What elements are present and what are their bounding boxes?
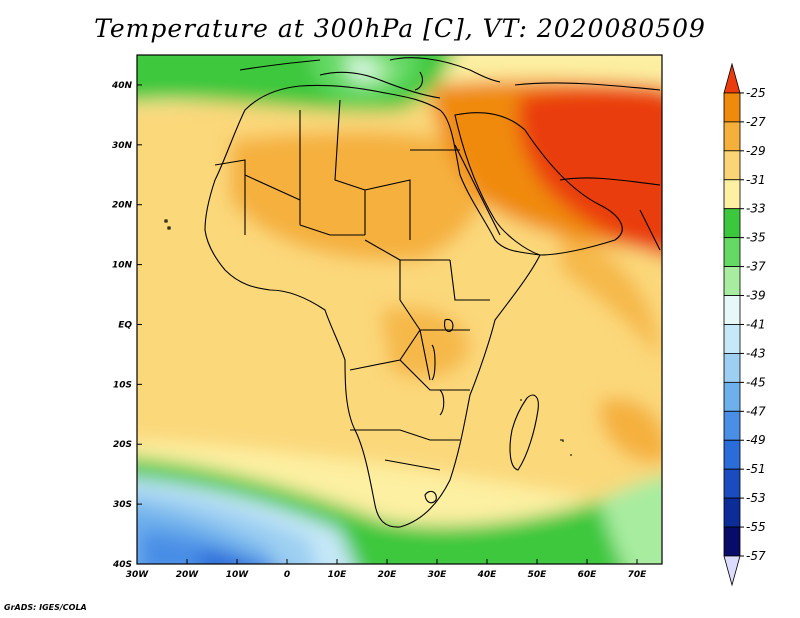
y-tick-label: 10S xyxy=(113,380,132,390)
colorbar-end-triangle xyxy=(723,555,741,587)
x-axis: 30W 20W 10W 0 10E 20E 30E 40E 50E 60E 70E xyxy=(126,559,647,580)
colorbar-label: -53 xyxy=(746,491,766,505)
colorbar-label: -29 xyxy=(746,144,766,158)
colorbar-swatch xyxy=(723,324,741,354)
x-tick-label: 30W xyxy=(126,570,150,580)
y-tick-label: EQ xyxy=(118,320,132,330)
colorbar-swatch xyxy=(723,92,741,123)
colorbar-label: -37 xyxy=(746,260,766,274)
colorbar-label: -41 xyxy=(746,317,766,331)
colorbar-swatch xyxy=(723,179,741,210)
colorbar-swatch xyxy=(723,439,741,470)
colorbar-swatch xyxy=(723,121,741,152)
coastlines xyxy=(164,57,661,528)
x-tick-label: 60E xyxy=(578,570,598,580)
y-tick-label: 40S xyxy=(112,560,132,570)
plot-frame xyxy=(136,54,663,565)
temperature-field xyxy=(137,55,662,564)
colorbar-label: -47 xyxy=(746,404,766,418)
colorbar-label: -49 xyxy=(746,433,766,447)
x-tick-label: 50E xyxy=(528,570,548,580)
colorbar: -25 -27 -29 -31 -33 -35 -37 -39 -41 -43 -45 -47 -49 -… xyxy=(723,62,766,587)
colorbar-label: -27 xyxy=(746,115,766,129)
colorbar-swatch xyxy=(723,468,741,499)
colorbar-swatch xyxy=(723,295,741,325)
colorbar-label: -43 xyxy=(746,346,766,360)
colorbar-swatch xyxy=(723,62,741,94)
colorbar-swatch xyxy=(723,410,741,441)
y-tick-label: 20S xyxy=(113,440,132,450)
colorbar-label: -55 xyxy=(746,520,766,534)
colorbar-swatch xyxy=(723,526,741,557)
x-tick-label: 30E xyxy=(428,570,448,580)
colorbar-swatch xyxy=(723,237,741,267)
colorbar-swatch xyxy=(723,150,741,181)
y-tick-label: 40N xyxy=(111,81,133,91)
colorbar-label: -45 xyxy=(746,375,766,389)
colorbar-label: -25 xyxy=(746,86,766,100)
colorbar-swatch xyxy=(723,208,741,239)
colorbar-label: -33 xyxy=(746,202,766,216)
colorbar-swatch xyxy=(723,266,741,296)
y-tick-label: 20N xyxy=(112,201,133,211)
credit-label: GrADS: IGES/COLA xyxy=(4,603,87,612)
x-tick-label: 20W xyxy=(176,570,200,580)
x-tick-label: 70E xyxy=(628,570,648,580)
colorbar-swatch xyxy=(723,353,741,383)
x-tick-label: 10W xyxy=(226,570,250,580)
y-tick-label: 30S xyxy=(113,500,132,510)
colorbar-label: -57 xyxy=(746,549,766,563)
map-title: Temperature at 300hPa [C], VT: 202008050… xyxy=(94,14,706,43)
x-tick-label: 40E xyxy=(477,570,498,580)
y-axis: 40N 30N 20N 10N EQ 10S 20S 30S 40S xyxy=(111,81,142,570)
x-tick-label: 0 xyxy=(284,570,290,580)
colorbar-label: -31 xyxy=(746,173,766,187)
y-tick-label: 30N xyxy=(112,141,133,151)
colorbar-label: -51 xyxy=(746,462,766,476)
x-tick-label: 10E xyxy=(328,570,348,580)
colorbar-label: -39 xyxy=(746,289,766,303)
colorbar-swatch xyxy=(723,497,741,528)
colorbar-swatch xyxy=(723,381,741,412)
x-tick-label: 20E xyxy=(378,570,398,580)
y-tick-label: 10N xyxy=(112,261,133,271)
colorbar-label: -35 xyxy=(746,231,766,245)
